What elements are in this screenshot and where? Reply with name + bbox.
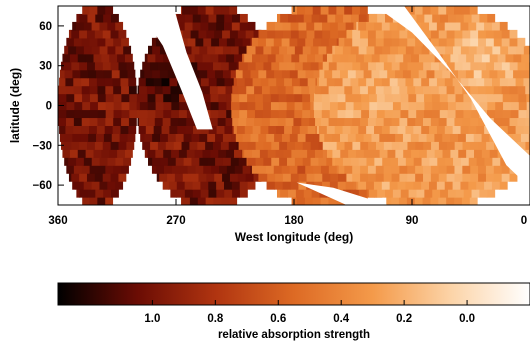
colorbar-ticks: 1.0 0.8 0.6 0.4 0.2 0.0 — [144, 300, 475, 325]
y-axis-label: latitude (deg) — [8, 68, 22, 143]
y-tick-label: 30 — [39, 61, 52, 73]
y-axis: 60 30 0 −30 −60 — [32, 21, 64, 192]
data-gap — [136, 6, 530, 205]
colorbar-tick-label: 0.6 — [270, 313, 286, 325]
map-image — [58, 6, 530, 205]
x-axis: 360 270 180 90 0 — [48, 6, 530, 227]
colorbar-tick-label: 0.4 — [333, 313, 350, 325]
y-tick-label: 0 — [46, 101, 52, 113]
x-axis-label: West longitude (deg) — [235, 230, 353, 244]
map-region — [58, 6, 138, 205]
y-tick-label: −60 — [32, 180, 52, 192]
y-tick-label: −30 — [32, 140, 52, 152]
x-tick-label: 0 — [521, 215, 527, 227]
colorbar-tick-label: 0.2 — [396, 313, 412, 325]
colorbar-tick-label: 0.8 — [207, 313, 224, 325]
y-tick-label: 60 — [39, 21, 52, 33]
colorbar-tick-label: 0.0 — [459, 313, 475, 325]
colorbar-label: relative absorption strength — [218, 329, 370, 341]
colorbar-tick-label: 1.0 — [144, 313, 160, 325]
x-tick-label: 270 — [166, 215, 185, 227]
x-tick-label: 90 — [406, 215, 419, 227]
x-tick-label: 360 — [48, 215, 67, 227]
x-tick-label: 180 — [284, 215, 303, 227]
colorbar — [57, 282, 530, 306]
